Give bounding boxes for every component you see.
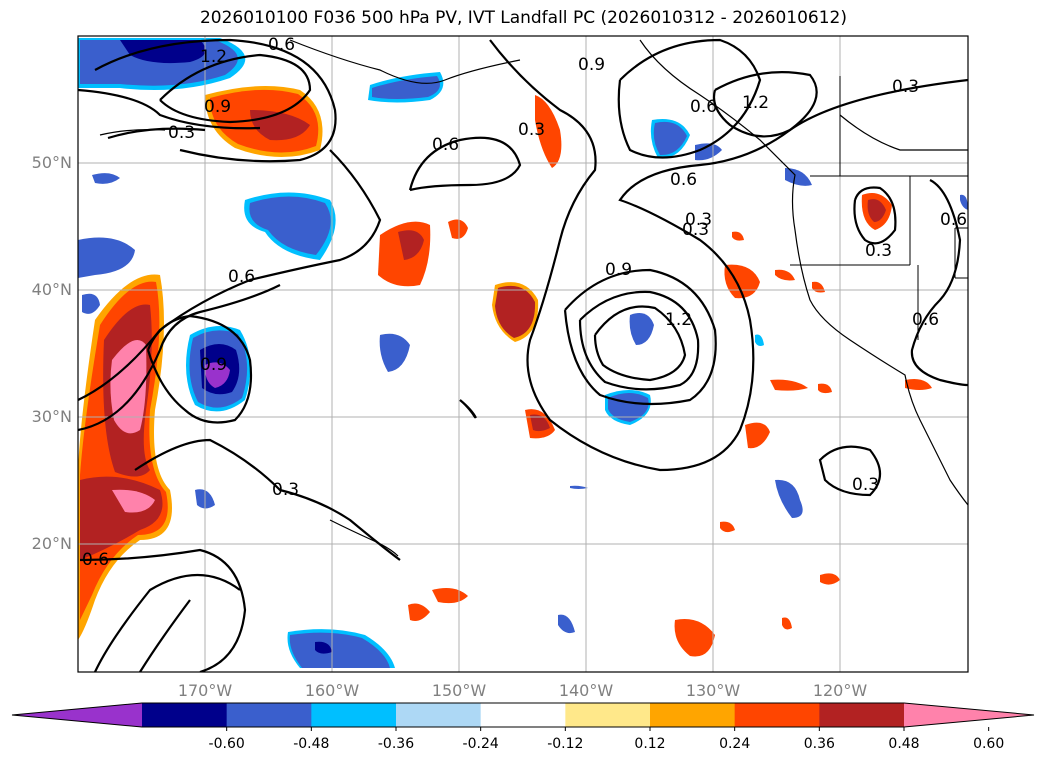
contour-label-group: 1.2 0.6 0.9 0.3 0.6 0.3 0.9 0.6 0.3 1.2 … xyxy=(82,35,967,570)
colorbar-extend-low xyxy=(12,703,142,727)
contour-label-text: 0.9 xyxy=(605,260,632,280)
filled-contours xyxy=(78,38,968,668)
lat-label: 40°N xyxy=(32,280,72,299)
contour-label-text: 0.3 xyxy=(892,77,919,97)
coastlines xyxy=(99,39,968,557)
contour-label-text: 0.3 xyxy=(852,475,879,495)
contour-label-text: 1.2 xyxy=(200,47,227,67)
colorbar-segment xyxy=(819,703,905,727)
colorbar-extend-high xyxy=(904,703,1034,727)
colorbar-tick-label: -0.12 xyxy=(547,736,583,752)
colorbar-tick-label: 0.60 xyxy=(973,736,1004,752)
lat-label: 50°N xyxy=(32,153,72,172)
map-border xyxy=(77,35,969,673)
map-title: 2026010100 F036 500 hPa PV, IVT Landfall… xyxy=(199,8,847,28)
contour-label-text: 1.2 xyxy=(742,93,769,113)
colorbar-segment xyxy=(396,703,482,727)
lon-label: 170°W xyxy=(178,681,233,700)
colorbar-segment xyxy=(311,703,397,727)
colorbar-segment xyxy=(734,703,820,727)
lon-label: 120°W xyxy=(813,681,868,700)
contour-label-text: 0.6 xyxy=(912,310,939,330)
contour-label-text: 0.3 xyxy=(682,220,709,240)
lat-label: 30°N xyxy=(32,407,72,426)
colorbar-tick-label: 0.24 xyxy=(719,736,750,752)
colorbar-segment xyxy=(565,703,651,727)
contour-label-text: 0.6 xyxy=(268,35,295,55)
contour-label-text: 0.6 xyxy=(228,267,255,287)
contour-label-text: 1.2 xyxy=(665,310,692,330)
contour-label-text: 0.3 xyxy=(685,210,712,230)
colorbar-tick-label: -0.36 xyxy=(378,736,414,752)
colorbar-tick-label: 0.48 xyxy=(888,736,919,752)
colorbar-tick-label: 0.12 xyxy=(634,736,665,752)
contour-label-text: 0.6 xyxy=(940,210,967,230)
colorbar-tick-label: -0.48 xyxy=(293,736,329,752)
colorbar-segment xyxy=(226,703,312,727)
contour-label-text: 0.6 xyxy=(690,97,717,117)
contour-label-text: 0.3 xyxy=(168,123,195,143)
longitude-labels: 170°W 160°W 150°W 140°W 130°W 120°W xyxy=(178,681,868,700)
contour-label: 1.2 xyxy=(200,47,227,67)
contour-label-text: 0.9 xyxy=(578,55,605,75)
colorbar-tick-label: -0.60 xyxy=(209,736,245,752)
colorbar-tick-label: -0.24 xyxy=(463,736,499,752)
contour-label-text: 0.6 xyxy=(432,135,459,155)
contour-label-text: 0.3 xyxy=(865,241,892,261)
lon-label: 150°W xyxy=(432,681,487,700)
contour-label-text: 0.3 xyxy=(272,480,299,500)
lon-label: 140°W xyxy=(559,681,614,700)
colorbar-tick-label: 0.36 xyxy=(804,736,835,752)
contour-label-text: 0.3 xyxy=(518,120,545,140)
lon-label: 160°W xyxy=(305,681,360,700)
contour-label-text: 0.6 xyxy=(82,550,109,570)
contour-label-text: 0.9 xyxy=(200,355,227,375)
colorbar-segment xyxy=(650,703,736,727)
lon-label: 130°W xyxy=(686,681,741,700)
colorbar-segment xyxy=(142,703,228,727)
contour-label-text: 0.6 xyxy=(670,170,697,190)
colorbar-outline xyxy=(11,702,1035,728)
latitude-labels: 50°N 40°N 30°N 20°N xyxy=(32,153,72,553)
pv-contours xyxy=(78,38,968,672)
lat-label: 20°N xyxy=(32,534,72,553)
contour-label-text: 0.9 xyxy=(204,97,231,117)
colorbar-segment xyxy=(480,703,566,727)
colorbar: -0.60 -0.48 -0.36 -0.24 -0.12 0.12 0.24 0.36 0.4… xyxy=(11,702,1035,752)
